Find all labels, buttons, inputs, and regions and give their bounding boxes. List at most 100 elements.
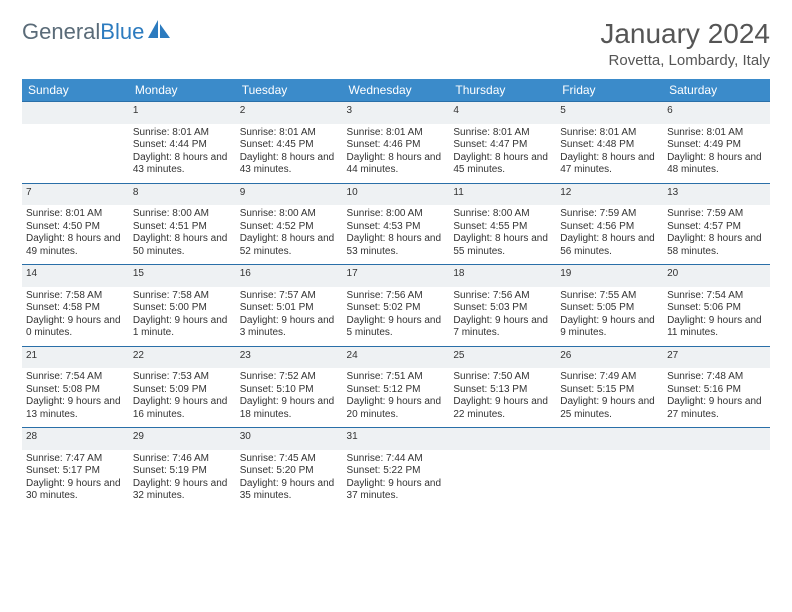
day-number xyxy=(556,428,663,450)
sunrise-text: Sunrise: 7:55 AM xyxy=(560,290,659,303)
day-number-row: 123456 xyxy=(22,102,770,124)
sunrise-text: Sunrise: 7:57 AM xyxy=(240,290,339,303)
sunset-text: Sunset: 4:49 PM xyxy=(667,139,766,152)
sunset-text: Sunset: 5:06 PM xyxy=(667,302,766,315)
daylight-text: Daylight: 9 hours and 13 minutes. xyxy=(26,396,125,421)
day-number: 11 xyxy=(449,183,556,205)
sunset-text: Sunset: 5:20 PM xyxy=(240,465,339,478)
sunset-text: Sunset: 4:45 PM xyxy=(240,139,339,152)
day-cell: Sunrise: 7:44 AMSunset: 5:22 PMDaylight:… xyxy=(343,450,450,509)
day-cell: Sunrise: 8:00 AMSunset: 4:52 PMDaylight:… xyxy=(236,205,343,265)
day-number: 15 xyxy=(129,265,236,287)
weekday-header: Friday xyxy=(556,79,663,102)
logo-text: GeneralBlue xyxy=(22,19,144,45)
sunset-text: Sunset: 4:46 PM xyxy=(347,139,446,152)
day-number: 28 xyxy=(22,428,129,450)
day-number: 27 xyxy=(663,346,770,368)
sunset-text: Sunset: 4:53 PM xyxy=(347,221,446,234)
sunrise-text: Sunrise: 7:44 AM xyxy=(347,453,446,466)
sunrise-text: Sunrise: 8:00 AM xyxy=(240,208,339,221)
daylight-text: Daylight: 9 hours and 1 minute. xyxy=(133,315,232,340)
sunset-text: Sunset: 4:52 PM xyxy=(240,221,339,234)
daylight-text: Daylight: 8 hours and 44 minutes. xyxy=(347,152,446,177)
sunset-text: Sunset: 4:56 PM xyxy=(560,221,659,234)
day-data-row: Sunrise: 7:58 AMSunset: 4:58 PMDaylight:… xyxy=(22,287,770,347)
day-cell: Sunrise: 8:01 AMSunset: 4:49 PMDaylight:… xyxy=(663,124,770,184)
day-cell: Sunrise: 7:48 AMSunset: 5:16 PMDaylight:… xyxy=(663,368,770,428)
day-number: 24 xyxy=(343,346,450,368)
calendar-table: Sunday Monday Tuesday Wednesday Thursday… xyxy=(22,79,770,509)
day-number xyxy=(449,428,556,450)
daylight-text: Daylight: 9 hours and 37 minutes. xyxy=(347,478,446,503)
sunset-text: Sunset: 4:57 PM xyxy=(667,221,766,234)
day-number xyxy=(22,102,129,124)
title-block: January 2024 Rovetta, Lombardy, Italy xyxy=(600,18,770,69)
day-cell: Sunrise: 8:01 AMSunset: 4:50 PMDaylight:… xyxy=(22,205,129,265)
daylight-text: Daylight: 8 hours and 58 minutes. xyxy=(667,233,766,258)
day-number: 5 xyxy=(556,102,663,124)
day-number xyxy=(663,428,770,450)
day-number: 19 xyxy=(556,265,663,287)
day-number: 31 xyxy=(343,428,450,450)
day-number: 14 xyxy=(22,265,129,287)
sunrise-text: Sunrise: 7:59 AM xyxy=(560,208,659,221)
sunset-text: Sunset: 4:55 PM xyxy=(453,221,552,234)
day-cell: Sunrise: 8:00 AMSunset: 4:53 PMDaylight:… xyxy=(343,205,450,265)
sunset-text: Sunset: 5:00 PM xyxy=(133,302,232,315)
day-data-row: Sunrise: 8:01 AMSunset: 4:50 PMDaylight:… xyxy=(22,205,770,265)
logo-text-blue: Blue xyxy=(100,19,144,44)
weekday-header-row: Sunday Monday Tuesday Wednesday Thursday… xyxy=(22,79,770,102)
daylight-text: Daylight: 9 hours and 11 minutes. xyxy=(667,315,766,340)
day-number: 1 xyxy=(129,102,236,124)
day-cell: Sunrise: 8:01 AMSunset: 4:44 PMDaylight:… xyxy=(129,124,236,184)
sunset-text: Sunset: 4:48 PM xyxy=(560,139,659,152)
day-number: 17 xyxy=(343,265,450,287)
sunrise-text: Sunrise: 8:00 AM xyxy=(133,208,232,221)
sunrise-text: Sunrise: 7:49 AM xyxy=(560,371,659,384)
daylight-text: Daylight: 9 hours and 3 minutes. xyxy=(240,315,339,340)
day-cell: Sunrise: 7:58 AMSunset: 5:00 PMDaylight:… xyxy=(129,287,236,347)
day-number: 13 xyxy=(663,183,770,205)
location-label: Rovetta, Lombardy, Italy xyxy=(600,52,770,69)
weekday-header: Sunday xyxy=(22,79,129,102)
sunrise-text: Sunrise: 7:46 AM xyxy=(133,453,232,466)
daylight-text: Daylight: 9 hours and 22 minutes. xyxy=(453,396,552,421)
day-cell: Sunrise: 7:59 AMSunset: 4:56 PMDaylight:… xyxy=(556,205,663,265)
sunset-text: Sunset: 5:09 PM xyxy=(133,384,232,397)
sunrise-text: Sunrise: 8:01 AM xyxy=(347,127,446,140)
sunrise-text: Sunrise: 7:54 AM xyxy=(667,290,766,303)
day-cell: Sunrise: 8:01 AMSunset: 4:47 PMDaylight:… xyxy=(449,124,556,184)
weekday-header: Monday xyxy=(129,79,236,102)
daylight-text: Daylight: 9 hours and 30 minutes. xyxy=(26,478,125,503)
sunrise-text: Sunrise: 8:01 AM xyxy=(560,127,659,140)
day-cell: Sunrise: 7:55 AMSunset: 5:05 PMDaylight:… xyxy=(556,287,663,347)
daylight-text: Daylight: 8 hours and 43 minutes. xyxy=(240,152,339,177)
sunrise-text: Sunrise: 7:54 AM xyxy=(26,371,125,384)
sunset-text: Sunset: 5:15 PM xyxy=(560,384,659,397)
day-number: 12 xyxy=(556,183,663,205)
sunrise-text: Sunrise: 7:47 AM xyxy=(26,453,125,466)
daylight-text: Daylight: 8 hours and 53 minutes. xyxy=(347,233,446,258)
day-cell: Sunrise: 7:47 AMSunset: 5:17 PMDaylight:… xyxy=(22,450,129,509)
day-number: 21 xyxy=(22,346,129,368)
sunset-text: Sunset: 5:05 PM xyxy=(560,302,659,315)
day-data-row: Sunrise: 7:54 AMSunset: 5:08 PMDaylight:… xyxy=(22,368,770,428)
sunrise-text: Sunrise: 8:01 AM xyxy=(667,127,766,140)
daylight-text: Daylight: 8 hours and 43 minutes. xyxy=(133,152,232,177)
day-number: 4 xyxy=(449,102,556,124)
day-number: 9 xyxy=(236,183,343,205)
day-number: 3 xyxy=(343,102,450,124)
sunrise-text: Sunrise: 8:00 AM xyxy=(453,208,552,221)
sunrise-text: Sunrise: 7:59 AM xyxy=(667,208,766,221)
day-cell: Sunrise: 8:01 AMSunset: 4:48 PMDaylight:… xyxy=(556,124,663,184)
sail-icon xyxy=(146,18,172,45)
daylight-text: Daylight: 9 hours and 16 minutes. xyxy=(133,396,232,421)
day-cell xyxy=(556,450,663,509)
sunset-text: Sunset: 4:51 PM xyxy=(133,221,232,234)
day-number: 18 xyxy=(449,265,556,287)
daylight-text: Daylight: 9 hours and 0 minutes. xyxy=(26,315,125,340)
logo: GeneralBlue xyxy=(22,18,172,45)
day-number: 6 xyxy=(663,102,770,124)
sunset-text: Sunset: 4:44 PM xyxy=(133,139,232,152)
day-cell: Sunrise: 7:56 AMSunset: 5:03 PMDaylight:… xyxy=(449,287,556,347)
